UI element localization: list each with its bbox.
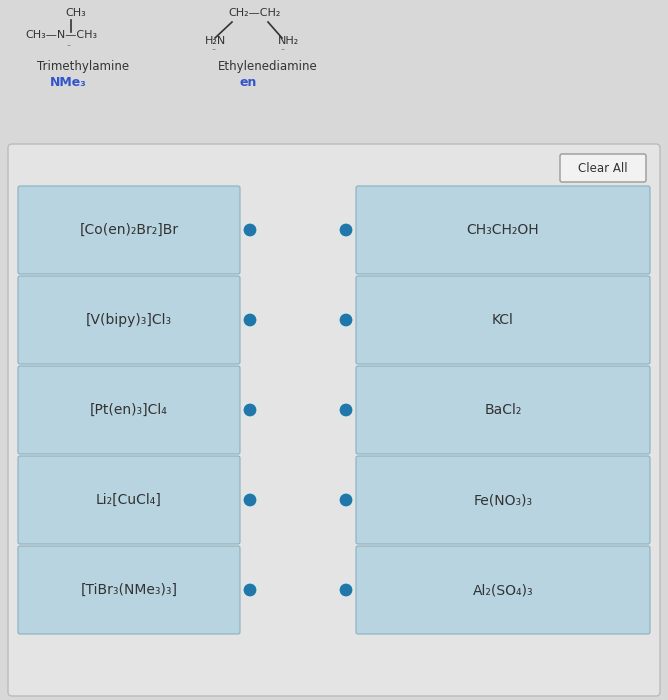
FancyBboxPatch shape [18, 456, 240, 544]
Text: NH₂: NH₂ [278, 36, 299, 46]
Text: [Co(en)₂Br₂]Br: [Co(en)₂Br₂]Br [79, 223, 178, 237]
Text: ··: ·· [66, 42, 71, 51]
Circle shape [339, 223, 353, 237]
FancyBboxPatch shape [356, 546, 650, 634]
Circle shape [243, 583, 257, 597]
Text: ··: ·· [280, 46, 285, 55]
Text: KCl: KCl [492, 313, 514, 327]
Text: CH₃: CH₃ [65, 8, 86, 18]
Text: CH₃CH₂OH: CH₃CH₂OH [467, 223, 539, 237]
FancyBboxPatch shape [18, 366, 240, 454]
Text: ··: ·· [211, 46, 216, 55]
FancyBboxPatch shape [356, 276, 650, 364]
Circle shape [243, 403, 257, 417]
Text: Al₂(SO₄)₃: Al₂(SO₄)₃ [473, 583, 533, 597]
Text: CH₂—CH₂: CH₂—CH₂ [228, 8, 281, 18]
FancyBboxPatch shape [560, 154, 646, 182]
FancyBboxPatch shape [18, 276, 240, 364]
Text: Trimethylamine: Trimethylamine [37, 60, 129, 73]
Text: [Pt(en)₃]Cl₄: [Pt(en)₃]Cl₄ [90, 403, 168, 417]
FancyBboxPatch shape [8, 144, 660, 696]
FancyBboxPatch shape [18, 546, 240, 634]
Circle shape [339, 493, 353, 507]
Circle shape [243, 313, 257, 327]
Text: [V(bipy)₃]Cl₃: [V(bipy)₃]Cl₃ [86, 313, 172, 327]
Text: Li₂[CuCl₄]: Li₂[CuCl₄] [96, 493, 162, 507]
Text: Ethylenediamine: Ethylenediamine [218, 60, 318, 73]
Circle shape [243, 493, 257, 507]
FancyBboxPatch shape [356, 366, 650, 454]
Circle shape [339, 313, 353, 327]
Text: [TiBr₃(NMe₃)₃]: [TiBr₃(NMe₃)₃] [81, 583, 178, 597]
FancyBboxPatch shape [356, 456, 650, 544]
Circle shape [243, 223, 257, 237]
Text: CH₃—N—CH₃: CH₃—N—CH₃ [25, 30, 97, 40]
Text: NMe₃: NMe₃ [50, 76, 87, 89]
Circle shape [339, 583, 353, 597]
Text: Clear All: Clear All [578, 162, 628, 174]
Text: Fe(NO₃)₃: Fe(NO₃)₃ [474, 493, 532, 507]
FancyBboxPatch shape [356, 186, 650, 274]
Text: BaCl₂: BaCl₂ [484, 403, 522, 417]
Text: H₂N: H₂N [205, 36, 226, 46]
FancyBboxPatch shape [18, 186, 240, 274]
Text: en: en [240, 76, 257, 89]
Circle shape [339, 403, 353, 417]
